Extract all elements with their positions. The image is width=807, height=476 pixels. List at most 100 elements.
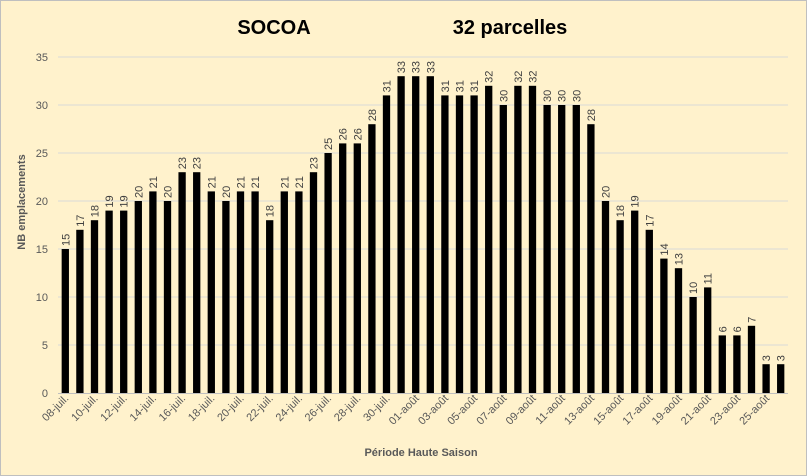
data-label: 10 <box>688 282 700 294</box>
data-label: 30 <box>557 90 569 102</box>
data-label: 33 <box>425 61 437 73</box>
bar <box>777 364 785 393</box>
data-label: 11 <box>703 273 715 284</box>
data-label: 7 <box>747 317 759 323</box>
bar <box>747 325 756 393</box>
data-label: 28 <box>367 109 379 121</box>
data-label: 21 <box>206 176 218 188</box>
data-label: 30 <box>498 90 510 102</box>
bar <box>382 95 391 394</box>
data-label: 18 <box>90 205 102 217</box>
data-label: 21 <box>236 176 248 188</box>
data-label: 26 <box>352 128 364 140</box>
data-label: 23 <box>309 157 321 169</box>
bar <box>324 153 332 393</box>
data-label: 19 <box>630 195 642 207</box>
y-tick-label: 15 <box>36 244 48 256</box>
data-label: 6 <box>717 326 729 332</box>
x-tick-label: 12-juil. <box>98 393 129 424</box>
data-label: 3 <box>776 355 788 361</box>
data-label: 25 <box>323 138 335 150</box>
bar <box>251 191 259 393</box>
x-tick-label: 07-août <box>475 393 510 428</box>
x-tick-label: 03-août <box>416 393 451 428</box>
bar <box>134 201 142 393</box>
y-tick-label: 10 <box>36 292 48 304</box>
x-tick-label: 05-août <box>445 393 480 428</box>
bars <box>61 76 785 394</box>
bar <box>587 124 595 393</box>
x-tick-label: 16-juil. <box>157 393 188 424</box>
bar <box>397 76 405 393</box>
x-tick-label: 13-août <box>562 393 597 428</box>
data-label: 15 <box>60 234 72 246</box>
bar <box>762 364 770 393</box>
data-label: 20 <box>221 186 233 198</box>
data-label: 33 <box>396 61 408 73</box>
x-tick-label: 23-août <box>708 393 743 428</box>
data-label: 18 <box>615 205 627 217</box>
bar <box>353 143 361 393</box>
y-tick-label: 0 <box>42 388 48 400</box>
bar <box>572 105 580 393</box>
x-tick-label: 21-août <box>679 393 714 428</box>
bar <box>120 210 128 393</box>
bar <box>426 76 434 393</box>
y-axis-ticks: 0 5 10 15 20 25 30 35 <box>36 52 48 400</box>
bar <box>61 249 69 393</box>
data-label: 23 <box>177 157 189 169</box>
data-label: 19 <box>104 195 116 207</box>
x-tick-label: 01-août <box>387 393 422 428</box>
bar <box>207 191 215 393</box>
bar <box>631 210 639 393</box>
data-label: 30 <box>571 90 583 102</box>
bar <box>295 191 303 393</box>
bar <box>733 335 741 393</box>
bar <box>280 191 288 393</box>
x-tick-label: 11-août <box>534 393 568 427</box>
bar <box>339 143 347 393</box>
data-label: 21 <box>250 176 262 188</box>
y-tick-label: 20 <box>36 196 48 208</box>
bar <box>470 95 478 394</box>
data-label: 6 <box>732 326 744 332</box>
x-tick-label: 17-août <box>621 393 656 428</box>
x-tick-label: 22-juil. <box>244 393 275 424</box>
data-label: 31 <box>455 80 467 92</box>
x-tick-label: 15-août <box>591 393 626 428</box>
x-tick-label: 19-août <box>650 393 685 428</box>
data-label: 13 <box>674 253 686 265</box>
x-axis-title: Période Haute Saison <box>364 447 477 459</box>
data-label: 32 <box>513 71 525 83</box>
bar <box>689 297 697 393</box>
data-label: 23 <box>192 157 204 169</box>
bar <box>616 220 624 393</box>
x-tick-label: 09-août <box>504 393 539 428</box>
data-label: 14 <box>659 243 671 255</box>
data-label: 31 <box>469 80 481 92</box>
bar <box>499 105 507 393</box>
data-label: 20 <box>133 186 145 198</box>
data-label: 31 <box>440 80 452 92</box>
y-tick-label: 5 <box>42 340 48 352</box>
bar <box>222 201 230 393</box>
bar <box>105 210 113 393</box>
y-axis-title: NB emplacements <box>16 154 28 249</box>
bar <box>193 172 201 393</box>
data-label: 20 <box>601 186 613 198</box>
bar <box>412 76 420 393</box>
bar <box>149 191 157 393</box>
bar <box>514 85 522 394</box>
chart-title-left: SOCOA <box>237 17 310 39</box>
bar <box>645 229 653 393</box>
data-label: 17 <box>75 215 87 227</box>
bar <box>90 220 99 393</box>
y-tick-label: 25 <box>36 148 48 160</box>
bar <box>528 85 537 394</box>
x-tick-label: 25-août <box>737 393 772 428</box>
x-tick-label: 20-juil. <box>215 393 246 424</box>
data-label: 17 <box>644 215 656 227</box>
